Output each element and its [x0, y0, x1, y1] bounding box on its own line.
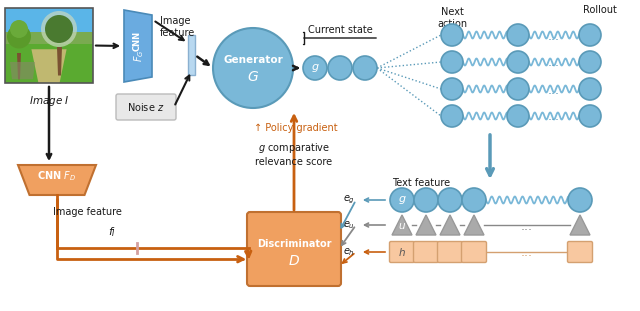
- Circle shape: [441, 24, 463, 46]
- Text: $F_G$: $F_G$: [132, 50, 146, 62]
- Text: Generator: Generator: [223, 55, 283, 65]
- Circle shape: [41, 11, 77, 47]
- Circle shape: [7, 25, 31, 49]
- FancyBboxPatch shape: [568, 242, 593, 262]
- Text: $D$: $D$: [288, 254, 300, 268]
- Circle shape: [462, 188, 486, 212]
- FancyBboxPatch shape: [5, 8, 93, 44]
- FancyBboxPatch shape: [390, 242, 415, 262]
- Circle shape: [507, 78, 529, 100]
- Circle shape: [441, 51, 463, 73]
- Circle shape: [579, 78, 601, 100]
- Text: CNN: CNN: [132, 31, 141, 51]
- Text: $e_h$: $e_h$: [343, 246, 355, 258]
- Text: ...: ...: [548, 83, 560, 96]
- Circle shape: [390, 188, 414, 212]
- Circle shape: [441, 78, 463, 100]
- Text: $e_u$: $e_u$: [343, 219, 355, 231]
- Text: $f_I$: $f_I$: [108, 225, 116, 239]
- Circle shape: [438, 188, 462, 212]
- Text: $u$: $u$: [398, 221, 406, 231]
- Circle shape: [414, 188, 438, 212]
- Text: ...: ...: [521, 220, 533, 233]
- Polygon shape: [18, 165, 96, 195]
- Text: $G$: $G$: [247, 70, 259, 84]
- FancyBboxPatch shape: [413, 242, 438, 262]
- Polygon shape: [570, 215, 590, 235]
- Circle shape: [507, 51, 529, 73]
- Circle shape: [507, 24, 529, 46]
- Polygon shape: [392, 215, 412, 235]
- Circle shape: [213, 28, 293, 108]
- FancyBboxPatch shape: [247, 212, 341, 286]
- Text: Text feature: Text feature: [392, 178, 450, 188]
- FancyBboxPatch shape: [5, 44, 93, 83]
- Text: Discriminator: Discriminator: [257, 239, 332, 248]
- Text: Next
action: Next action: [437, 7, 467, 29]
- Circle shape: [10, 20, 28, 38]
- Polygon shape: [10, 62, 35, 79]
- Polygon shape: [57, 47, 62, 76]
- FancyBboxPatch shape: [5, 32, 93, 45]
- Text: ...: ...: [521, 245, 533, 258]
- FancyBboxPatch shape: [461, 242, 486, 262]
- Text: $e_g$: $e_g$: [343, 194, 355, 206]
- FancyBboxPatch shape: [188, 35, 195, 75]
- Circle shape: [45, 15, 73, 43]
- Text: $g$: $g$: [310, 62, 319, 74]
- FancyBboxPatch shape: [116, 94, 176, 120]
- Circle shape: [579, 24, 601, 46]
- Text: ...: ...: [548, 110, 560, 123]
- Text: $g$: $g$: [397, 194, 406, 206]
- Circle shape: [579, 105, 601, 127]
- Text: Image
feature: Image feature: [160, 16, 195, 38]
- Text: Image $I$: Image $I$: [29, 94, 69, 108]
- Polygon shape: [31, 49, 67, 83]
- Text: Rollout: Rollout: [583, 5, 617, 15]
- Text: $g$ comparative
relevance score: $g$ comparative relevance score: [255, 141, 333, 167]
- Polygon shape: [124, 10, 152, 82]
- Text: Image feature: Image feature: [52, 207, 122, 217]
- Circle shape: [328, 56, 352, 80]
- Circle shape: [353, 56, 377, 80]
- Text: Current state: Current state: [308, 25, 372, 35]
- Circle shape: [441, 105, 463, 127]
- FancyBboxPatch shape: [438, 242, 463, 262]
- Polygon shape: [17, 53, 21, 79]
- Text: ↑ Policy gradient: ↑ Policy gradient: [254, 123, 338, 133]
- Text: ...: ...: [548, 57, 560, 69]
- Text: $h$: $h$: [398, 246, 406, 258]
- Text: ...: ...: [548, 30, 560, 43]
- Text: CNN $F_D$: CNN $F_D$: [37, 169, 77, 183]
- Polygon shape: [464, 215, 484, 235]
- Circle shape: [579, 51, 601, 73]
- Text: Noise $z$: Noise $z$: [127, 101, 164, 113]
- Circle shape: [507, 105, 529, 127]
- Polygon shape: [440, 215, 460, 235]
- Circle shape: [303, 56, 327, 80]
- Polygon shape: [416, 215, 436, 235]
- Circle shape: [568, 188, 592, 212]
